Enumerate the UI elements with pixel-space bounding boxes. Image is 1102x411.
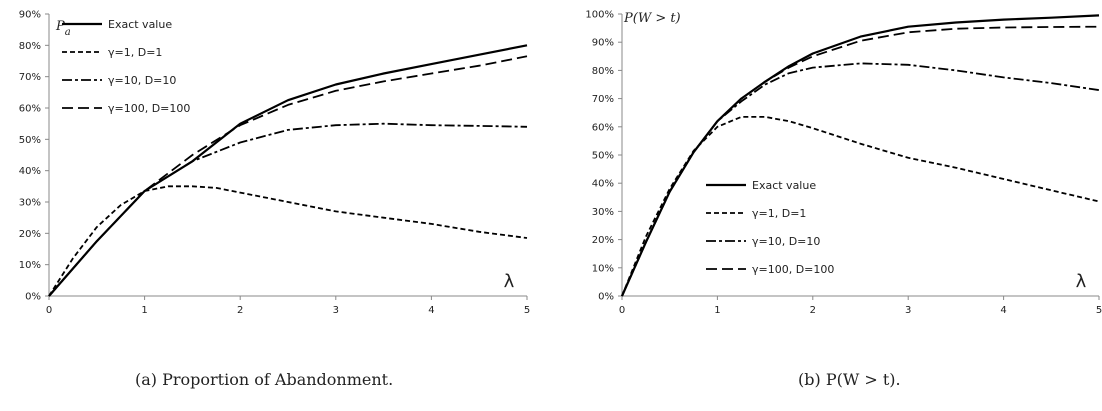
- x-tick-label: 0: [619, 305, 625, 316]
- series-line-2: [621, 62, 1100, 297]
- chart-b-caption: (b) P(W > t).: [798, 370, 901, 389]
- y-tick-label: 50%: [592, 151, 614, 162]
- y-tick-label: 80%: [19, 41, 41, 52]
- series-line-2: [48, 122, 528, 297]
- series-line-3: [621, 25, 1100, 297]
- legend-label-1: γ=1, D=1: [108, 46, 162, 59]
- y-axis-label: Pa: [55, 19, 71, 38]
- y-tick-label: 70%: [19, 72, 41, 83]
- chart-a-svg: 0% 10% 20% 30% 40% 50% 60% 70% 80% 90% 0 1 2 3 4 5 Pa λ Ex…: [19, 10, 530, 317]
- legend-label-2: γ=10, D=10: [108, 74, 176, 87]
- chart-a-caption: (a) Proportion of Abandonment.: [135, 370, 394, 389]
- y-tick-label: 90%: [19, 10, 41, 21]
- legend-label-3: γ=100, D=100: [108, 102, 190, 115]
- x-tick-label: 1: [141, 305, 147, 316]
- x-tick-label: 0: [46, 305, 52, 316]
- y-tick-label: 10%: [19, 260, 41, 271]
- y-tick-label: 30%: [592, 207, 614, 218]
- y-tick-label: 20%: [19, 229, 41, 240]
- legend: Exact value γ=1, D=1 γ=10, D=10 γ=100, D=10…: [706, 179, 834, 276]
- legend: Exact value γ=1, D=1 γ=10, D=10 γ=100, D=10…: [62, 18, 190, 115]
- x-tick-label: 1: [714, 305, 720, 316]
- legend-label-2: γ=10, D=10: [752, 235, 820, 248]
- x-axis-label: λ: [504, 271, 515, 292]
- chart-panel-a: 0% 10% 20% 30% 40% 50% 60% 70% 80% 90% 0 1 2 3 4 5 Pa λ Ex…: [19, 10, 530, 390]
- y-tick-label: 0%: [598, 292, 614, 303]
- y-tick-label: 40%: [592, 179, 614, 190]
- legend-label-3: γ=100, D=100: [752, 263, 834, 276]
- chart-b-svg: 0% 10% 20% 30% 40% 50% 60% 70% 80% 90% 100% 0 1 2 3 4 5 P…: [585, 10, 1102, 317]
- y-tick-label: 100%: [585, 10, 614, 21]
- x-tick-label: 3: [333, 305, 339, 316]
- chart-panel-b: 0% 10% 20% 30% 40% 50% 60% 70% 80% 90% 100% 0 1 2 3 4 5 P…: [551, 0, 1102, 411]
- series-line-0: [620, 14, 1100, 297]
- y-tick-label: 80%: [592, 66, 614, 77]
- x-tick-label: 2: [810, 305, 816, 316]
- x-tick-label: 4: [1000, 305, 1006, 316]
- y-tick-label: 90%: [592, 38, 614, 49]
- y-axis-label: P(W > t): [623, 11, 681, 26]
- x-tick-label: 2: [237, 305, 243, 316]
- y-tick-label: 60%: [592, 122, 614, 133]
- legend-label-0: Exact value: [108, 18, 172, 31]
- y-tick-label: 0%: [25, 292, 41, 303]
- y-tick-label: 60%: [19, 104, 41, 115]
- legend-label-1: γ=1, D=1: [752, 207, 806, 220]
- x-tick-label: 5: [524, 305, 530, 316]
- y-tick-label: 50%: [19, 135, 41, 146]
- x-axis-label: λ: [1076, 271, 1087, 292]
- y-tick-label: 40%: [19, 166, 41, 177]
- y-tick-label: 10%: [592, 263, 614, 274]
- y-tick-label: 20%: [592, 235, 614, 246]
- x-tick-label: 4: [428, 305, 434, 316]
- x-tick-label: 3: [905, 305, 911, 316]
- y-tick-label: 30%: [19, 198, 41, 209]
- series-line-1: [621, 116, 1100, 297]
- series-line-1: [48, 185, 528, 297]
- legend-label-0: Exact value: [752, 179, 816, 192]
- x-tick-label: 5: [1096, 305, 1102, 316]
- series-line-3: [48, 55, 528, 297]
- y-tick-label: 70%: [592, 94, 614, 105]
